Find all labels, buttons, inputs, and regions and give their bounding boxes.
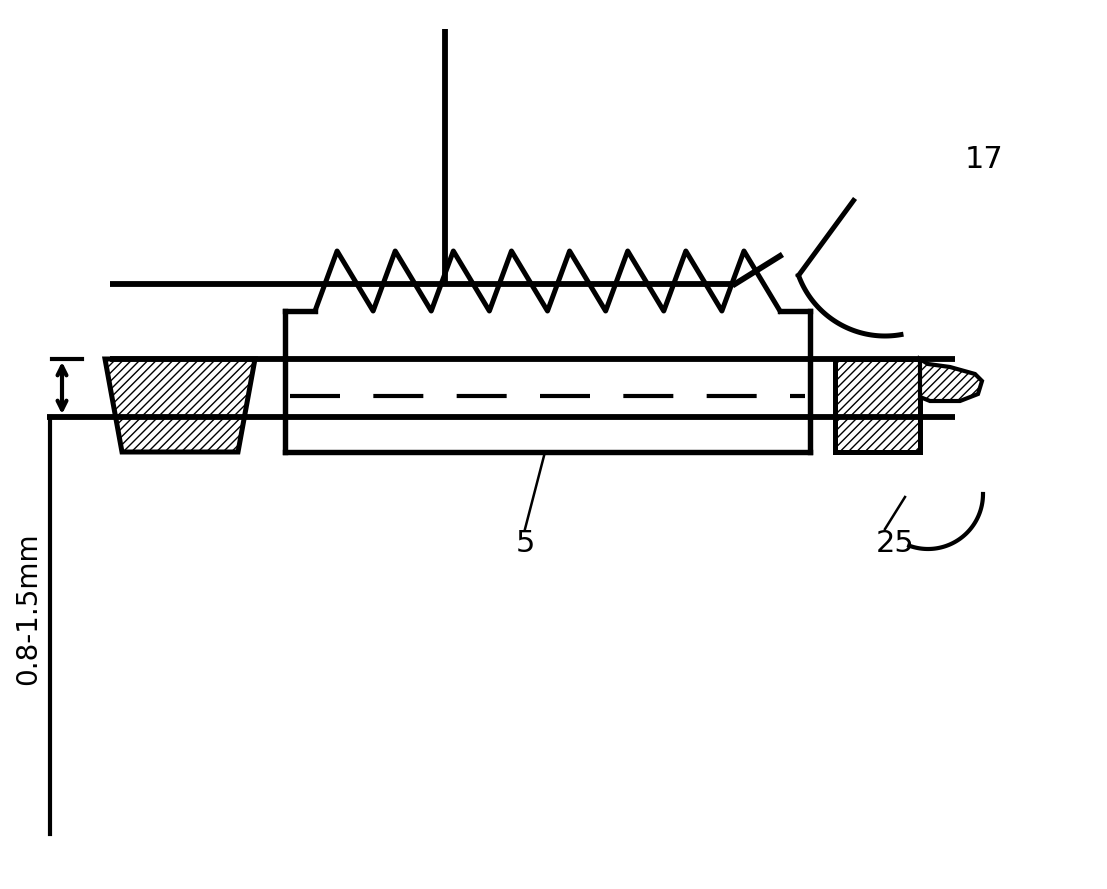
Text: 5: 5	[516, 530, 535, 558]
Polygon shape	[835, 359, 920, 452]
Text: 25: 25	[876, 530, 914, 558]
Polygon shape	[105, 359, 255, 452]
Text: 0.8-1.5mm: 0.8-1.5mm	[14, 533, 42, 685]
Text: 17: 17	[965, 145, 1004, 173]
Polygon shape	[920, 359, 982, 401]
